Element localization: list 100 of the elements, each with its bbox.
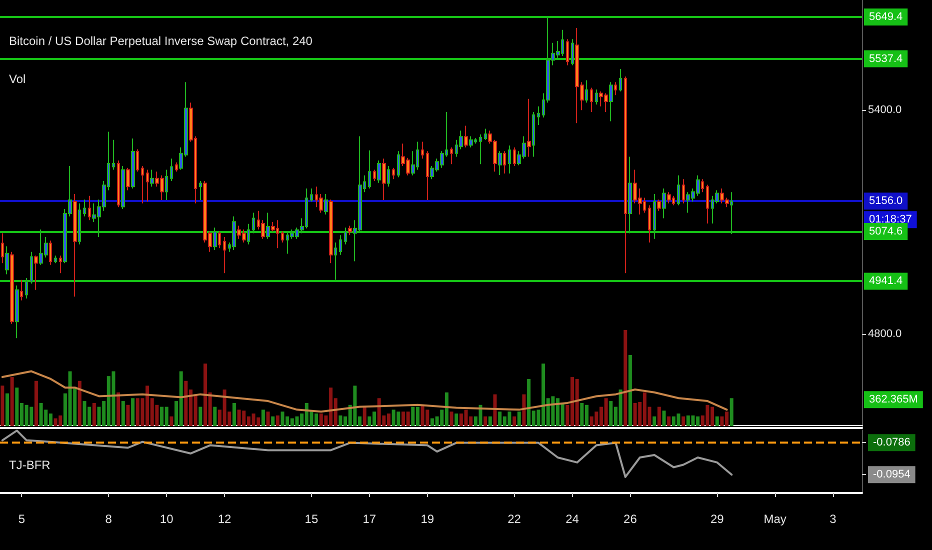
candlestick bbox=[585, 80, 588, 104]
candlestick bbox=[469, 136, 473, 148]
candlestick bbox=[339, 234, 342, 256]
candlestick bbox=[146, 169, 149, 202]
candlestick bbox=[175, 162, 178, 172]
candlestick bbox=[387, 166, 390, 188]
candlestick bbox=[5, 246, 9, 275]
candlestick bbox=[614, 82, 617, 96]
candlestick bbox=[450, 146, 453, 165]
bar bbox=[10, 377, 14, 426]
ref-line-label: 4941.4 bbox=[869, 275, 903, 288]
bar bbox=[484, 416, 488, 426]
bar bbox=[213, 406, 217, 426]
x-tick-label: 3 bbox=[830, 512, 837, 526]
candlestick bbox=[329, 199, 333, 264]
bar bbox=[715, 416, 719, 426]
bar bbox=[261, 410, 265, 426]
candlestick bbox=[667, 192, 671, 204]
candlestick bbox=[503, 150, 506, 174]
candlestick bbox=[78, 202, 81, 245]
text: 01:18:37 bbox=[869, 214, 912, 226]
bar bbox=[454, 414, 458, 426]
candlestick bbox=[657, 199, 661, 212]
x-tick-label: 24 bbox=[566, 512, 580, 526]
candlestick bbox=[30, 251, 33, 284]
candlestick bbox=[10, 251, 14, 324]
candlestick bbox=[88, 195, 91, 221]
candlestick bbox=[426, 150, 429, 201]
candlestick bbox=[595, 89, 598, 105]
candlestick bbox=[131, 138, 135, 189]
x-tick-label: 5 bbox=[18, 512, 26, 526]
x-tick-label: 29 bbox=[710, 512, 724, 526]
candlestick bbox=[368, 150, 371, 189]
bar bbox=[170, 416, 174, 426]
bar bbox=[682, 416, 686, 426]
x-tick-label: May bbox=[764, 512, 786, 526]
bar bbox=[488, 416, 492, 426]
bar bbox=[450, 412, 454, 426]
candlestick bbox=[619, 68, 622, 92]
candlestick bbox=[382, 158, 386, 201]
candlestick bbox=[73, 194, 77, 298]
candlestick bbox=[397, 150, 400, 178]
candlestick bbox=[590, 87, 593, 112]
bar bbox=[131, 398, 135, 426]
candlestick bbox=[334, 242, 337, 280]
bar bbox=[657, 406, 661, 426]
ref-line-label: 5074.6 bbox=[869, 226, 903, 238]
x-tick-label: 12 bbox=[218, 512, 232, 526]
x-tick-label: 17 bbox=[362, 512, 376, 526]
y-tick-label: -0.0954 bbox=[873, 468, 910, 481]
candlestick bbox=[117, 160, 120, 208]
candlestick bbox=[706, 184, 709, 224]
candlestick bbox=[112, 139, 115, 170]
candlestick bbox=[701, 178, 704, 193]
bar bbox=[126, 404, 130, 426]
candlestick bbox=[121, 166, 125, 210]
candlestick bbox=[730, 192, 733, 234]
candlestick bbox=[223, 236, 226, 274]
candlestick bbox=[348, 225, 352, 236]
candlestick bbox=[34, 255, 38, 290]
bar bbox=[0, 386, 4, 426]
candlestick bbox=[377, 160, 381, 184]
candlestick bbox=[648, 204, 651, 244]
y-tick-label: 5400.0 bbox=[868, 104, 902, 116]
candlestick bbox=[513, 146, 516, 167]
bar bbox=[232, 402, 236, 426]
bar bbox=[34, 380, 38, 426]
chart-title: Vol bbox=[9, 72, 26, 86]
text: Bitcoin / US Dollar Perpetual Inverse Swap Contract, 240 bbox=[9, 34, 313, 48]
candlestick bbox=[281, 230, 284, 244]
candlestick bbox=[136, 148, 139, 172]
ref-line-label: 5537.4 bbox=[869, 52, 903, 65]
x-tick-label: 15 bbox=[304, 512, 318, 526]
x-tick-label: 26 bbox=[624, 512, 638, 526]
bar bbox=[276, 415, 280, 426]
x-tick-label: 8 bbox=[105, 512, 112, 526]
candlestick bbox=[59, 255, 62, 274]
candlestick bbox=[54, 255, 57, 264]
candlestick bbox=[15, 284, 19, 339]
bar bbox=[266, 412, 270, 426]
candlestick bbox=[421, 141, 424, 160]
bar bbox=[198, 406, 202, 426]
bar bbox=[78, 380, 82, 426]
candlestick bbox=[232, 216, 236, 251]
candlestick bbox=[83, 199, 86, 217]
candlestick bbox=[609, 82, 613, 122]
candlestick bbox=[310, 188, 313, 202]
bar bbox=[662, 410, 666, 426]
candlestick bbox=[150, 169, 154, 188]
ref-line-label: 5156.0 bbox=[869, 195, 903, 208]
x-tick-label: 22 bbox=[508, 512, 522, 526]
candlestick bbox=[566, 38, 569, 66]
candlestick bbox=[252, 212, 255, 234]
candlestick bbox=[628, 156, 632, 234]
candlestick bbox=[266, 212, 270, 240]
candlestick bbox=[218, 230, 221, 249]
candlestick bbox=[682, 178, 685, 204]
candlestick bbox=[49, 240, 52, 266]
candlestick bbox=[1, 232, 4, 264]
candlestick bbox=[373, 169, 376, 182]
